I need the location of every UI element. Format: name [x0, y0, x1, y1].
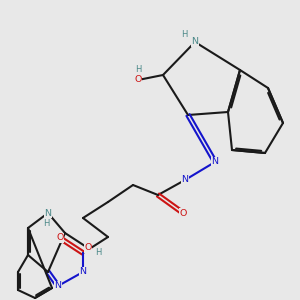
Text: N: N: [55, 281, 62, 290]
Text: O: O: [56, 233, 64, 242]
Text: N: N: [191, 38, 199, 46]
Text: N: N: [212, 158, 218, 166]
Text: O: O: [134, 76, 142, 85]
Text: N: N: [80, 268, 86, 277]
Text: H: H: [43, 219, 50, 228]
Text: H: H: [135, 65, 142, 74]
Text: O: O: [84, 244, 92, 253]
Text: H: H: [181, 30, 188, 39]
Text: N: N: [182, 176, 188, 184]
Text: O: O: [179, 208, 187, 217]
Text: N: N: [44, 208, 52, 217]
Text: H: H: [95, 248, 102, 257]
